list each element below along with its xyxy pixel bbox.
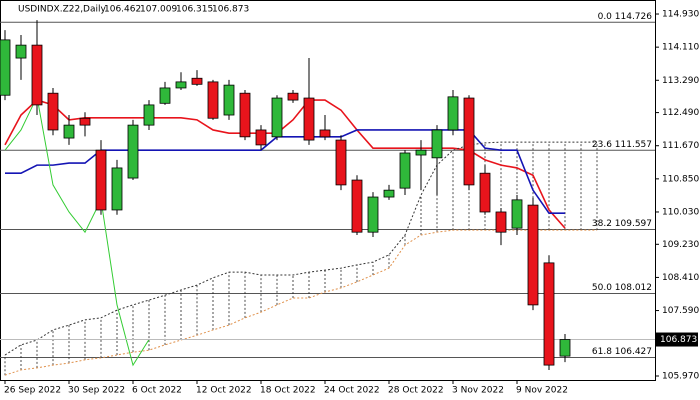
- candle-body: [351, 179, 363, 233]
- price-box: [656, 332, 698, 347]
- candle-body: [15, 44, 27, 59]
- y-tick-label: 114.110: [662, 43, 699, 53]
- x-tick-label: 26 Sep 2022: [4, 386, 61, 396]
- x-tick-label: 9 Nov 2022: [516, 386, 568, 396]
- ohlc-value: 106.462: [104, 5, 141, 15]
- ohlc-value: 107.009: [140, 5, 177, 15]
- candle-body: [31, 44, 43, 106]
- x-tick-label: 18 Oct 2022: [260, 386, 316, 396]
- candle-body: [543, 262, 555, 366]
- candle-body: [431, 129, 443, 159]
- y-tick-label: 111.670: [662, 141, 699, 151]
- fib-label: 61.8 106.427: [592, 347, 652, 357]
- x-tick-label: 12 Oct 2022: [196, 386, 252, 396]
- candle-body: [127, 124, 139, 179]
- candle-body: [495, 211, 507, 233]
- candle-body: [63, 124, 75, 139]
- candle-body: [111, 167, 123, 211]
- candle-body: [95, 149, 107, 211]
- candle-body: [511, 199, 523, 229]
- x-tick-label: 6 Oct 2022: [132, 386, 182, 396]
- candle-body: [0, 39, 11, 96]
- candle-body: [335, 139, 347, 186]
- indicator-line: [4, 95, 150, 367]
- y-tick-label: 109.230: [662, 240, 699, 250]
- candle-body: [415, 149, 427, 156]
- y-tick-label: 110.030: [662, 207, 699, 217]
- candle-body: [271, 97, 283, 138]
- indicator-line: [4, 141, 597, 356]
- y-tick-label: 108.410: [662, 273, 699, 283]
- candle-body: [159, 87, 171, 104]
- fib-label: 38.2 109.597: [592, 219, 652, 229]
- candle-body: [399, 152, 411, 189]
- candle-body: [383, 189, 395, 198]
- candle-body: [239, 92, 251, 138]
- fib-label: 0.0 114.726: [598, 12, 653, 22]
- ohlc-value: 106.873: [212, 5, 249, 15]
- candle-body: [191, 77, 203, 85]
- candle-body: [319, 129, 331, 138]
- candle-body: [367, 196, 379, 233]
- x-tick-label: 3 Nov 2022: [452, 386, 504, 396]
- symbol-title: USDINDX.Z22,Daily: [18, 5, 106, 15]
- y-tick-label: 112.490: [662, 108, 699, 118]
- fib-label: 23.6 111.557: [592, 140, 652, 150]
- candle-body: [527, 204, 539, 306]
- candle-body: [479, 172, 491, 213]
- candle-body: [143, 104, 155, 126]
- candle-body: [175, 81, 187, 89]
- y-tick-label: 105.970: [662, 372, 699, 382]
- y-tick-label: 113.290: [662, 76, 699, 86]
- candle-body: [559, 339, 571, 357]
- candle-body: [447, 96, 459, 131]
- y-tick-label: 114.930: [662, 10, 699, 20]
- x-tick-label: 30 Sep 2022: [68, 386, 125, 396]
- x-tick-label: 28 Oct 2022: [388, 386, 444, 396]
- y-tick-label: 107.590: [662, 306, 699, 316]
- candle-body: [255, 129, 267, 146]
- candle-body: [463, 97, 475, 186]
- candle-body: [303, 97, 315, 141]
- y-tick-label: 110.850: [662, 174, 699, 184]
- fib-label: 50.0 108.012: [592, 283, 652, 293]
- candle-body: [207, 81, 219, 119]
- candle-body: [79, 117, 91, 126]
- price-box-label: 106.873: [660, 335, 697, 345]
- candle-body: [287, 92, 299, 101]
- candle-body: [223, 84, 235, 116]
- ohlc-value: 106.315: [176, 5, 213, 15]
- header: USDINDX.Z22,Daily: [18, 5, 106, 15]
- x-tick-label: 24 Oct 2022: [324, 386, 380, 396]
- candle-body: [47, 92, 59, 131]
